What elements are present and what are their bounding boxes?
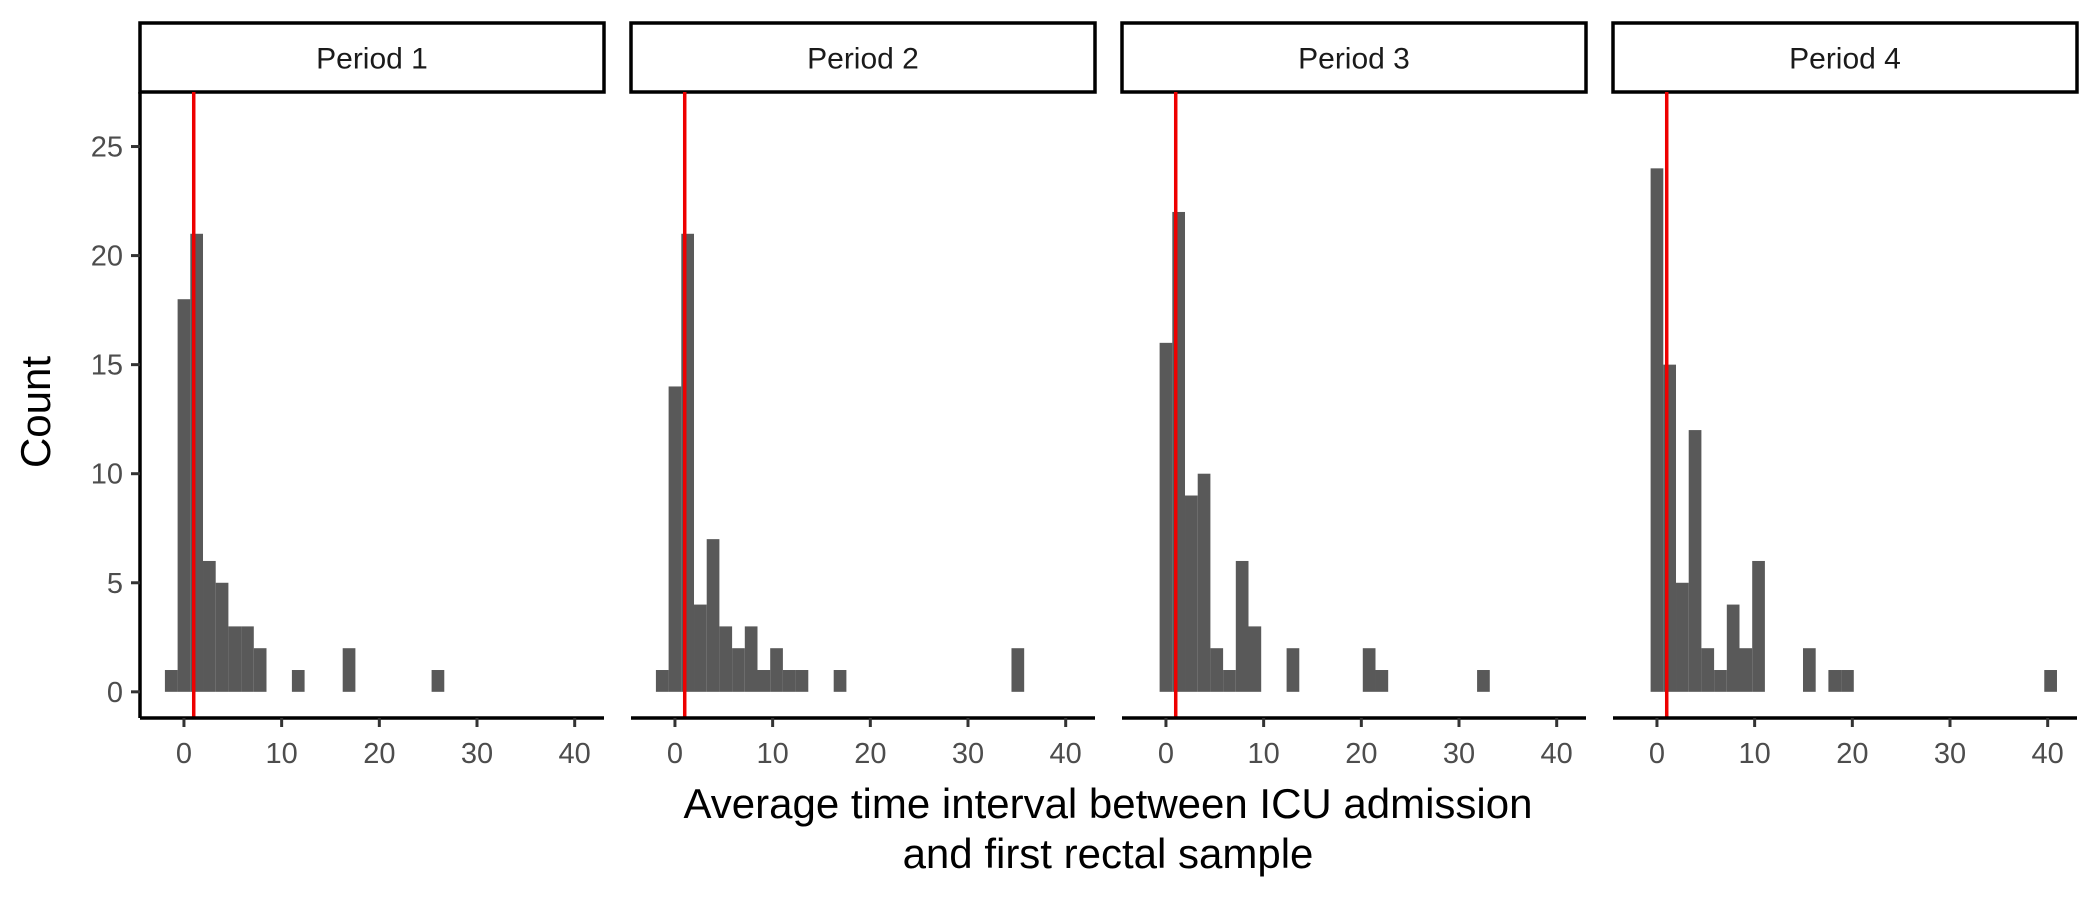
histogram-bar (1701, 648, 1715, 692)
x-tick-label: 40 (1541, 738, 1573, 770)
histogram-bar (732, 648, 745, 692)
histogram-bar (177, 299, 191, 692)
histogram-bar (2044, 670, 2057, 692)
facet-strip-label-3: Period 3 (1298, 43, 1410, 76)
histogram-bar (228, 626, 242, 692)
histogram-bar (1752, 560, 1765, 692)
x-tick-label: 40 (2032, 738, 2064, 770)
x-tick-label: 0 (1158, 738, 1174, 770)
x-tick-label: 40 (559, 738, 591, 770)
x-tick-label: 0 (667, 738, 683, 770)
histogram-bar (203, 560, 216, 692)
y-axis-title: Count (12, 356, 59, 468)
x-tick-label: 20 (854, 738, 886, 770)
facet-strip-2 (629, 21, 1097, 94)
histogram-bar (795, 670, 809, 692)
x-axis-title-line-1: Average time interval between ICU admiss… (684, 780, 1533, 827)
histogram-bar (1223, 670, 1236, 692)
x-tick-label: 0 (176, 738, 192, 770)
x-tick-label: 20 (1345, 738, 1377, 770)
histogram-bar (1185, 495, 1198, 692)
facet-strip-label-1: Period 1 (316, 43, 428, 76)
histogram-bar (1688, 430, 1702, 692)
histogram-bar (342, 648, 356, 692)
histogram-bar (164, 670, 178, 692)
histogram-bar (1726, 604, 1740, 692)
x-tick-label: 30 (952, 738, 984, 770)
histogram-bar (694, 604, 707, 692)
histogram-bar (291, 670, 305, 692)
histogram-bar (1650, 168, 1664, 692)
histogram-bar (241, 626, 254, 692)
histogram-bar (1362, 648, 1376, 692)
histogram-bar (719, 626, 733, 692)
panel-3: Period 3 0 10 20 30 40 (1120, 21, 1588, 770)
histogram-bar (744, 626, 758, 692)
histogram-bar (782, 670, 796, 692)
y-tick-label: 15 (91, 350, 123, 382)
histogram-bar (1828, 670, 1842, 692)
histogram-bar (253, 648, 267, 692)
histogram-bar (215, 582, 229, 692)
histogram-bar (833, 670, 847, 692)
histogram-bar (1477, 670, 1490, 692)
histogram-bar (1802, 648, 1816, 692)
histogram-bar (655, 670, 669, 692)
histogram-bar (1011, 648, 1025, 692)
facet-strip-1 (138, 21, 606, 94)
histogram-bar (1210, 648, 1224, 692)
panel-4: Period 4 0 10 20 30 40 (1611, 21, 2079, 770)
histogram-bar (1739, 648, 1753, 692)
histogram-bar (1286, 648, 1300, 692)
y-tick-label: 20 (91, 241, 123, 273)
facet-strip-label-4: Period 4 (1789, 43, 1901, 76)
x-axis-title-line-2: and first rectal sample (903, 830, 1314, 877)
x-tick-label: 20 (1836, 738, 1868, 770)
x-tick-label: 30 (1934, 738, 1966, 770)
x-tick-label: 40 (1050, 738, 1082, 770)
y-axis: 0 5 10 15 20 25 (91, 92, 142, 718)
histogram-bar (1248, 626, 1262, 692)
histogram-bar (770, 648, 783, 692)
histogram-bar (1676, 582, 1689, 692)
x-tick-label: 0 (1649, 738, 1665, 770)
facet-strip-4 (1611, 21, 2079, 94)
y-tick-label: 0 (107, 677, 123, 709)
facet-strip-label-2: Period 2 (807, 43, 919, 76)
histogram-bar (668, 386, 682, 692)
x-tick-label: 10 (1739, 738, 1771, 770)
y-tick-label: 25 (91, 132, 123, 164)
histogram-bar (1159, 342, 1173, 692)
x-tick-label: 30 (1443, 738, 1475, 770)
histogram-bar (1235, 560, 1249, 692)
histogram-bar (757, 670, 771, 692)
histogram-bar (1714, 670, 1727, 692)
facet-strip-3 (1120, 21, 1588, 94)
panel-1: Period 1 0 10 20 30 40 (138, 21, 606, 770)
histogram-bar (706, 539, 720, 692)
histogram-bar (431, 670, 445, 692)
x-tick-label: 10 (1248, 738, 1280, 770)
panel-2: Period 2 0 10 20 30 40 (629, 21, 1097, 770)
x-tick-label: 30 (461, 738, 493, 770)
histogram-bar (1841, 670, 1854, 692)
y-tick-label: 5 (107, 568, 123, 600)
histogram-bar (1197, 473, 1211, 692)
x-tick-label: 20 (363, 738, 395, 770)
x-tick-label: 10 (757, 738, 789, 770)
y-tick-label: 10 (91, 459, 123, 491)
x-tick-label: 10 (266, 738, 298, 770)
histogram-bar (1375, 670, 1389, 692)
